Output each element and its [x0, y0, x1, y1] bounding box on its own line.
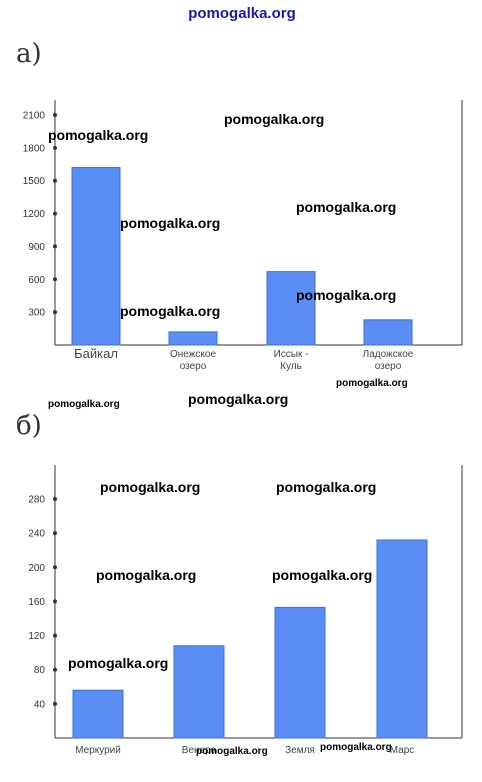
chart-b-category-label: Земля — [285, 745, 315, 756]
watermark: pomogalka.org — [120, 303, 220, 319]
chart-b-bar — [274, 606, 326, 739]
watermark: pomogalka.org — [188, 391, 288, 407]
chart-b-y-tick-mark — [53, 531, 57, 536]
chart-b-category-label: Меркурий — [75, 745, 121, 756]
chart-b-bar — [376, 539, 428, 739]
watermark: pomogalka.org — [48, 399, 120, 410]
chart-b-category-label: Марс — [390, 745, 415, 756]
chart-a-y-tick-mark — [53, 178, 57, 183]
watermark-overlay: pomogalka.org pomogalka.org pomogalka.or… — [48, 111, 408, 757]
chart-b-plot: 40 80 120 160 200 240 280 Меркурий Венера Земля Ма… — [28, 495, 428, 756]
chart-a-category-label: Куль — [280, 361, 302, 372]
chart-a-category-label: озеро — [375, 361, 402, 372]
chart-b-category-label: Венера — [182, 745, 217, 756]
chart-b-bar — [72, 689, 124, 739]
chart-a-bar — [71, 167, 121, 346]
watermark: pomogalka.org — [276, 479, 376, 495]
chart-a-y-tick-label: 600 — [28, 275, 45, 286]
watermark: pomogalka.org — [120, 215, 220, 231]
chart-b-part-label: б) — [16, 411, 42, 441]
chart-b-y-tick-mark — [53, 633, 57, 638]
chart-a-y-tick-label: 1800 — [23, 143, 46, 154]
watermark: pomogalka.org — [96, 567, 196, 583]
watermark: pomogalka.org — [336, 378, 408, 389]
chart-a-category-label: Онежское — [170, 349, 216, 360]
chart-a-y-tick-mark — [53, 113, 57, 117]
chart-a-y-tick-label: 900 — [28, 242, 45, 253]
chart-b-y-tick-label: 200 — [28, 563, 45, 574]
watermark: pomogalka.org — [48, 127, 148, 143]
chart-a-y-tick-mark — [53, 244, 57, 249]
chart-a-y-tick-label: 300 — [28, 308, 45, 319]
chart-a-bar — [363, 319, 413, 346]
chart-b-y-tick-label: 120 — [28, 631, 45, 642]
chart-b-y-tick-mark — [53, 599, 57, 604]
chart-a-y-tick-mark — [53, 277, 57, 282]
chart-a-category-label: Байкал — [74, 346, 118, 361]
watermark: pomogalka.org — [296, 199, 396, 215]
chart-b-bar — [173, 645, 225, 739]
chart-a-y-tick-mark — [53, 145, 57, 150]
chart-b-y-tick-mark — [53, 565, 57, 570]
chart-a-y-tick-mark — [53, 211, 57, 216]
watermark: pomogalka.org — [68, 655, 168, 671]
chart-a-category-label: Ладожское — [363, 349, 414, 360]
watermark: pomogalka.org — [320, 742, 392, 753]
watermark: pomogalka.org — [224, 111, 324, 127]
chart-b-y-tick-label: 280 — [28, 495, 45, 506]
watermark: pomogalka.org — [296, 287, 396, 303]
chart-b-y-tick-label: 240 — [28, 529, 45, 540]
chart-a-bar — [266, 271, 316, 346]
chart-b-y-tick-mark — [53, 701, 57, 706]
watermark-top: pomogalka.org — [188, 5, 296, 22]
chart-b-y-tick-label: 80 — [34, 665, 46, 676]
chart-a-category-label: озеро — [180, 361, 207, 372]
chart-b-y-tick-label: 40 — [34, 699, 46, 710]
chart-b-y-tick-label: 160 — [28, 597, 45, 608]
chart-a-part-label: а) — [16, 39, 42, 69]
chart-a-y-tick-mark — [53, 310, 57, 315]
chart-a-y-tick-label: 1500 — [23, 176, 46, 187]
chart-b-y-tick-mark — [53, 497, 57, 501]
chart-a-y-tick-label: 2100 — [23, 111, 46, 122]
chart-b-y-tick-mark — [53, 667, 57, 672]
chart-a-category-label: Иссык - — [274, 349, 309, 360]
chart-a-bar — [168, 331, 218, 346]
chart-a-y-tick-label: 1200 — [23, 209, 46, 220]
watermark: pomogalka.org — [196, 746, 268, 757]
watermark: pomogalka.org — [272, 567, 372, 583]
watermark: pomogalka.org — [100, 479, 200, 495]
